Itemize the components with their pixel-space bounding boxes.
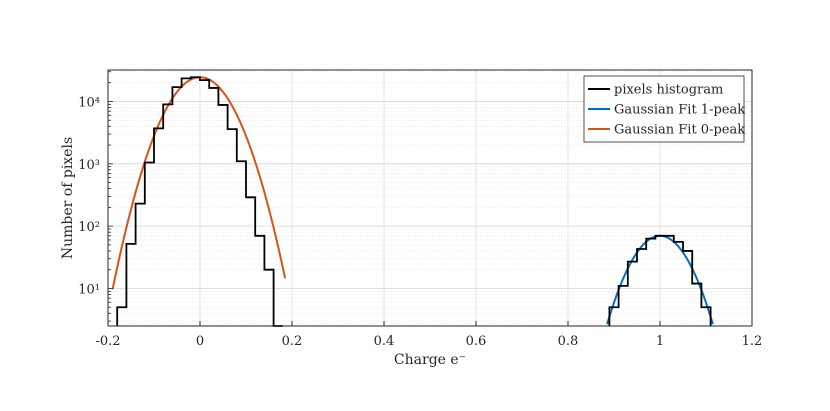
y-tick-label: 10² — [78, 220, 100, 235]
x-tick-label: 0.8 — [558, 334, 579, 349]
legend-label-fit-1-peak: Gaussian Fit 1-peak — [614, 103, 745, 118]
legend-box — [583, 75, 745, 143]
axis-ticks: -0.2 0 0.2 0.4 0.6 0.8 1 1.2 10¹ 10² 10³ 10⁴ — [78, 71, 763, 349]
legend-label-histogram: pixels histogram — [614, 83, 723, 98]
histogram-stairs-1-peak — [608, 234, 712, 326]
x-tick-label: 0.4 — [374, 334, 395, 349]
y-tick-label: 10¹ — [78, 282, 100, 297]
x-tick-label: 0.2 — [282, 334, 303, 349]
histogram-stairs-0-peak — [116, 76, 283, 327]
x-tick-label: 1.2 — [742, 334, 763, 349]
y-axis-label: Number of pixels — [60, 137, 76, 259]
grid-lines — [107, 70, 753, 326]
x-tick-label: 0 — [196, 334, 204, 349]
x-tick-label: -0.2 — [95, 334, 120, 349]
plot-series — [111, 76, 714, 327]
y-tick-label: 10⁴ — [78, 95, 100, 110]
y-tick-label: 10³ — [78, 158, 100, 173]
x-axis-label: Charge e⁻ — [394, 352, 466, 368]
x-tick-label: 1 — [656, 334, 664, 349]
legend-label-fit-0-peak: Gaussian Fit 0-peak — [614, 123, 745, 138]
legend: pixels histogram Gaussian Fit 1-peak Gau… — [583, 75, 745, 143]
x-tick-label: 0.6 — [466, 334, 487, 349]
axes-box — [107, 69, 753, 327]
